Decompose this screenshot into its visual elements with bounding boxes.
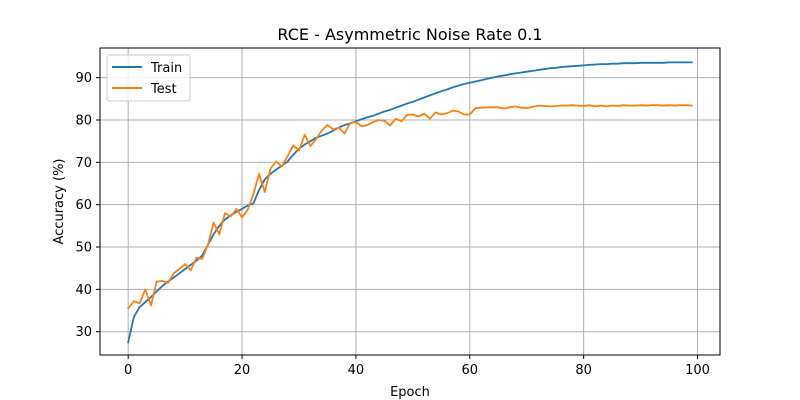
legend: Train Test bbox=[106, 54, 191, 102]
y-tick-label: 80 bbox=[75, 113, 92, 128]
series-lines bbox=[126, 61, 693, 344]
x-tick-label: 60 bbox=[462, 363, 479, 378]
plot-frame bbox=[99, 47, 721, 356]
x-tick-label: 100 bbox=[685, 363, 710, 378]
y-tick-label: 60 bbox=[75, 198, 92, 213]
x-tick-label: 40 bbox=[348, 363, 365, 378]
y-tick-label: 40 bbox=[75, 283, 92, 298]
y-tick-label: 70 bbox=[75, 156, 92, 171]
chart-title: RCE - Asymmetric Noise Rate 0.1 bbox=[277, 25, 542, 44]
y-tick-label: 30 bbox=[75, 325, 92, 340]
legend-label-train: Train bbox=[150, 61, 182, 76]
x-tick-label: 80 bbox=[575, 363, 592, 378]
series-line-train bbox=[127, 61, 693, 344]
y-axis-label: Accuracy (%) bbox=[52, 159, 67, 245]
series-line-test bbox=[126, 104, 693, 310]
x-tick-label: 20 bbox=[234, 363, 251, 378]
x-tick-label: 0 bbox=[124, 363, 132, 378]
grid bbox=[100, 48, 720, 355]
axis-ticks: 0 20 40 60 80 100 30 40 50 60 70 80 90 bbox=[75, 71, 709, 378]
legend-label-test: Test bbox=[150, 82, 177, 97]
y-tick-label: 90 bbox=[75, 71, 92, 86]
y-tick-label: 50 bbox=[75, 241, 92, 256]
x-axis-label: Epoch bbox=[390, 385, 430, 400]
